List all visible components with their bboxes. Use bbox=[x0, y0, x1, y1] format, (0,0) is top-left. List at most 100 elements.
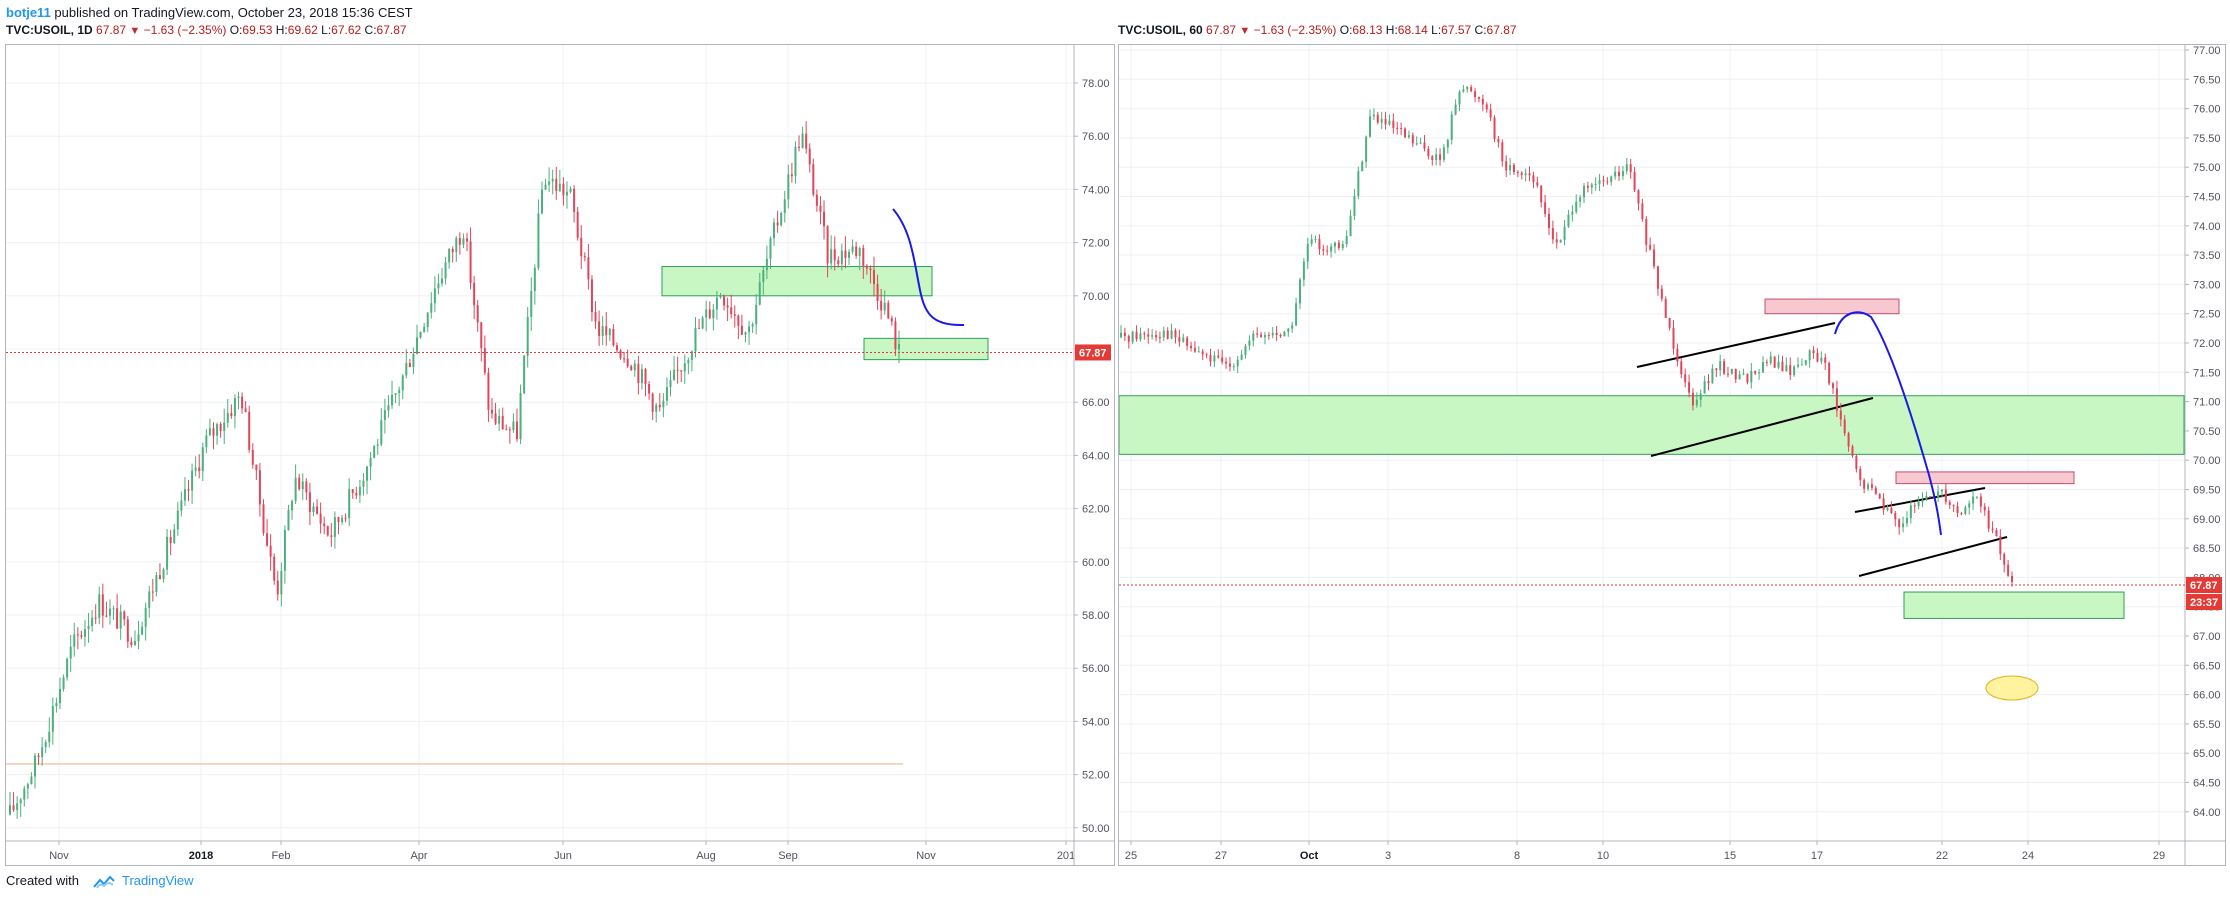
candle bbox=[1404, 128, 1407, 138]
candle bbox=[1532, 175, 1535, 183]
candle bbox=[876, 284, 879, 301]
supply-zone[interactable] bbox=[1895, 471, 2075, 485]
candle bbox=[1874, 487, 1877, 494]
candle bbox=[1921, 499, 1924, 502]
author-link[interactable]: botje11 bbox=[6, 5, 51, 20]
candle bbox=[1594, 183, 1597, 185]
target-zone[interactable] bbox=[863, 337, 989, 361]
support-zone[interactable] bbox=[1119, 395, 2185, 455]
projection-curve[interactable] bbox=[892, 208, 964, 326]
candle bbox=[251, 449, 254, 465]
y-tick-label: 78.00 bbox=[1082, 78, 1110, 90]
candle bbox=[773, 222, 776, 239]
candle bbox=[730, 307, 733, 315]
candle bbox=[1182, 337, 1185, 342]
candle bbox=[369, 457, 372, 467]
candle bbox=[1439, 154, 1442, 160]
symbol-label[interactable]: TVC:USOIL bbox=[6, 23, 71, 37]
daily-chart-pane[interactable]: 78.0076.0074.0072.0070.0068.0066.0064.00… bbox=[5, 44, 1115, 866]
candle bbox=[551, 178, 554, 182]
y-tick-label: 60.00 bbox=[1082, 557, 1110, 569]
resistance-zone[interactable] bbox=[661, 266, 933, 297]
candle bbox=[433, 288, 436, 304]
channel-lower-line[interactable] bbox=[1858, 536, 2008, 577]
candle bbox=[690, 351, 693, 360]
x-tick-label: 22 bbox=[1936, 850, 1948, 862]
candle bbox=[1843, 419, 1846, 434]
candle bbox=[419, 331, 422, 338]
projection-curve[interactable] bbox=[1834, 311, 1942, 536]
hourly-chart-pane[interactable]: 77.00 76.50 76.00 75.50 75.00 74.50 74.00 73.50… bbox=[1118, 44, 2226, 866]
y-tick-label: 74.00 bbox=[1082, 184, 1110, 196]
candle bbox=[66, 658, 69, 678]
candle bbox=[1769, 356, 1772, 363]
candle bbox=[558, 183, 561, 191]
candle bbox=[1606, 181, 1609, 183]
candle bbox=[273, 556, 276, 581]
y-tick-label: 70.50 bbox=[2193, 426, 2221, 438]
candle bbox=[680, 370, 683, 372]
candle bbox=[1283, 331, 1286, 337]
candle bbox=[1800, 364, 1803, 366]
candle bbox=[301, 481, 304, 490]
candle bbox=[12, 805, 15, 810]
publication-header: botje11 published on TradingView.com, Oc… bbox=[6, 4, 413, 22]
candle bbox=[1610, 176, 1613, 183]
candle bbox=[1291, 325, 1294, 329]
tradingview-brand-link[interactable]: TradingView bbox=[122, 873, 194, 888]
y-tick-label: 50.00 bbox=[1082, 823, 1110, 835]
candle bbox=[241, 396, 244, 409]
candle bbox=[762, 270, 765, 283]
candle bbox=[312, 506, 315, 513]
candle bbox=[1411, 135, 1414, 144]
channel-upper-line[interactable] bbox=[1854, 487, 1986, 513]
candle bbox=[244, 408, 247, 412]
y-tick-label: 70.00 bbox=[2193, 455, 2221, 467]
candle bbox=[1221, 357, 1224, 362]
y-tick-label: 71.00 bbox=[2193, 397, 2221, 409]
target-ellipse[interactable] bbox=[1985, 675, 2039, 701]
candle bbox=[694, 327, 697, 352]
candle bbox=[1205, 354, 1208, 356]
candle bbox=[465, 238, 468, 242]
candle bbox=[287, 510, 290, 531]
candle bbox=[112, 608, 115, 610]
candle bbox=[1633, 172, 1636, 191]
down-arrow-icon: ▼ bbox=[1239, 25, 1251, 37]
candle bbox=[1738, 374, 1741, 380]
y-tick-label: 77.00 bbox=[2193, 45, 2221, 57]
candle bbox=[708, 309, 711, 319]
candle bbox=[1917, 501, 1920, 507]
candle bbox=[1968, 503, 1971, 508]
candle bbox=[276, 580, 279, 595]
candle bbox=[1742, 373, 1745, 375]
x-tick-label: 10 bbox=[1597, 850, 1609, 862]
candle bbox=[826, 226, 829, 264]
candle bbox=[426, 312, 429, 327]
interval-label: 1D bbox=[77, 23, 93, 37]
candle bbox=[41, 747, 44, 758]
candle bbox=[573, 188, 576, 212]
candle bbox=[1563, 226, 1566, 240]
target-zone[interactable] bbox=[1903, 591, 2125, 619]
countdown-bg bbox=[2186, 594, 2222, 611]
x-tick-label: Sep bbox=[778, 850, 798, 862]
candle bbox=[1761, 362, 1764, 373]
symbol-label[interactable]: TVC:USOIL bbox=[1118, 23, 1183, 37]
candle bbox=[715, 297, 718, 310]
candle bbox=[1867, 484, 1870, 489]
hourly-chart-canvas[interactable]: 77.00 76.50 76.00 75.50 75.00 74.50 74.00 73.50… bbox=[1119, 45, 2225, 865]
candle bbox=[1497, 138, 1500, 143]
supply-zone[interactable] bbox=[1764, 298, 1900, 315]
candle bbox=[1147, 334, 1150, 337]
y-tick-label: 72.50 bbox=[2193, 309, 2221, 321]
candle bbox=[58, 688, 61, 704]
candle bbox=[183, 489, 186, 501]
channel-upper-line[interactable] bbox=[1636, 322, 1836, 368]
y-tick-label: 54.00 bbox=[1082, 716, 1110, 728]
candle bbox=[1948, 501, 1951, 505]
candle bbox=[562, 183, 565, 196]
candle bbox=[441, 278, 444, 284]
candle bbox=[537, 213, 540, 268]
daily-chart-canvas[interactable]: 78.0076.0074.0072.0070.0068.0066.0064.00… bbox=[6, 45, 1114, 865]
